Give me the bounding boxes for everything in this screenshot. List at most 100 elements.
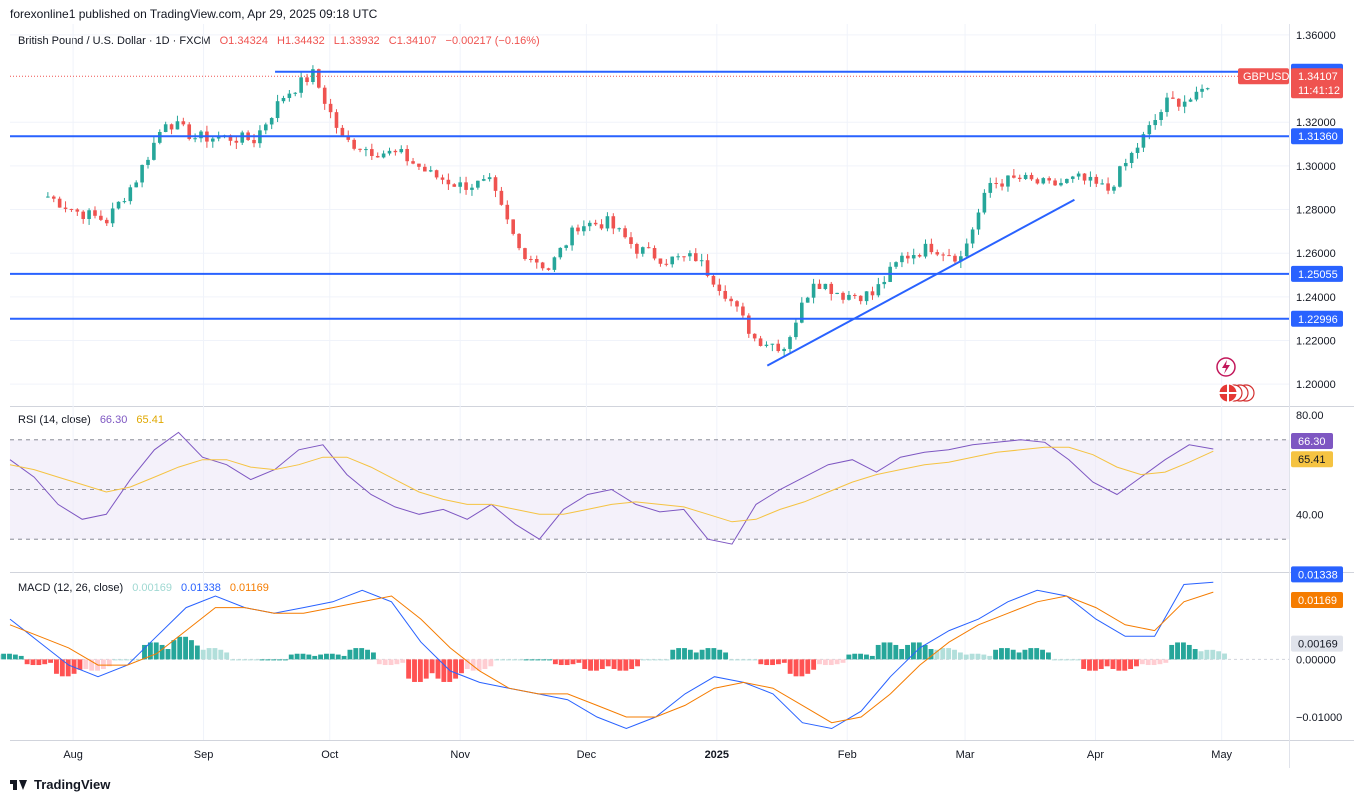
low-value: L1.33932 xyxy=(333,35,380,47)
candle-body xyxy=(434,170,439,178)
macd-histogram-bar xyxy=(740,659,746,661)
candle-body xyxy=(464,182,468,190)
macd-histogram-bar xyxy=(723,652,729,660)
macd-histogram-bar xyxy=(177,636,183,660)
candle-body xyxy=(629,237,633,245)
candle-body xyxy=(1188,99,1193,102)
candle-body xyxy=(917,255,922,257)
macd-histogram-bar xyxy=(459,659,464,674)
candle-body xyxy=(1017,177,1022,179)
candle-body xyxy=(1182,101,1187,107)
candle-body xyxy=(499,190,504,205)
symbol-title[interactable]: British Pound / U.S. Dollar · 1D · FXCM xyxy=(18,35,211,47)
last-price-tag xyxy=(1291,68,1343,99)
candle-body xyxy=(152,142,156,160)
candle-body xyxy=(770,343,775,345)
candle-body xyxy=(417,163,421,167)
macd-histogram-bar xyxy=(1175,642,1180,660)
macd-histogram-bar xyxy=(969,653,975,660)
macd-histogram-bar xyxy=(617,659,623,671)
macd-histogram-bar xyxy=(852,653,858,660)
candle-body xyxy=(193,138,197,140)
macd-histogram-bar xyxy=(676,648,682,660)
macd-histogram-bar xyxy=(153,642,159,660)
macd-histogram-bar xyxy=(711,648,717,660)
macd-histogram-bar xyxy=(729,659,734,661)
macd-histogram-bar xyxy=(136,659,142,661)
macd-histogram-bar xyxy=(922,644,928,660)
macd-line xyxy=(9,581,1214,730)
macd-histogram-bar xyxy=(928,649,934,660)
candle-body xyxy=(411,161,415,164)
candle-body xyxy=(688,253,692,257)
tradingview-footer[interactable]: TradingView xyxy=(10,777,110,792)
candle-body xyxy=(540,262,545,269)
time-tick-label: 2025 xyxy=(705,749,729,761)
candle-body xyxy=(393,150,398,153)
macd-histogram-bar xyxy=(253,659,259,661)
rsi-value: 66.30 xyxy=(99,414,128,426)
macd-hist-tag xyxy=(1291,635,1343,652)
candle-body xyxy=(841,292,845,300)
macd-histogram-bar xyxy=(1,653,7,660)
macd-histogram-bar xyxy=(505,659,511,661)
candle-body xyxy=(635,244,639,254)
macd-histogram-bar xyxy=(1104,659,1110,667)
candle-body xyxy=(69,208,74,210)
candle-body xyxy=(805,297,810,303)
macd-histogram-bar xyxy=(1192,649,1198,660)
macd-histogram-bar xyxy=(324,653,329,660)
macd-histogram-bar xyxy=(1098,659,1104,669)
candle-body xyxy=(1076,173,1081,177)
macd-histogram-bar xyxy=(12,654,18,660)
candle-body xyxy=(157,132,162,143)
macd-histogram-bar xyxy=(1151,659,1157,666)
candle-body xyxy=(717,284,722,291)
macd-histogram-bar xyxy=(1051,659,1057,661)
macd-value-tag xyxy=(1291,566,1343,583)
last-price-label: 1.34107 xyxy=(1298,71,1338,83)
macd-histogram-bar xyxy=(36,659,42,666)
macd-histogram-bar xyxy=(658,659,664,661)
level-price-label: 1.31360 xyxy=(1298,131,1338,143)
candle-body xyxy=(900,255,904,263)
publisher-header: forexonline1 published on TradingView.co… xyxy=(10,7,378,21)
macd-histogram-bar xyxy=(259,659,265,661)
candle-body xyxy=(794,322,798,338)
macd-label[interactable]: MACD (12, 26, close) xyxy=(18,582,124,594)
macd-histogram-bar xyxy=(1040,649,1045,660)
macd-histogram-bar xyxy=(646,659,652,661)
macd-histogram-bar xyxy=(734,659,740,661)
macd-value: 0.01338 xyxy=(181,582,221,594)
rsi-label[interactable]: RSI (14, close) xyxy=(18,414,91,426)
macd-tick-label: −0.01000 xyxy=(1296,712,1342,724)
macd-histogram-bar xyxy=(752,659,758,661)
rsi-ma-value-tag xyxy=(1291,451,1333,468)
candle-body xyxy=(1100,183,1104,185)
macd-histogram-bar xyxy=(318,654,324,660)
candle-body xyxy=(328,103,333,113)
candle-body xyxy=(493,177,498,191)
candle-body xyxy=(299,77,303,93)
price-tick-label: 1.24000 xyxy=(1296,292,1336,304)
candle-body xyxy=(523,248,527,259)
macd-histogram-bar xyxy=(910,642,916,660)
macd-histogram-bar xyxy=(54,659,59,674)
candle-body xyxy=(134,182,139,188)
candle-body xyxy=(104,219,109,224)
macd-histogram-bar xyxy=(1010,649,1016,660)
macd-histogram-bar xyxy=(347,649,353,660)
macd-histogram-bar xyxy=(417,659,423,682)
candle-body xyxy=(234,140,239,143)
candle-body xyxy=(1082,173,1087,181)
candle-body xyxy=(352,139,356,149)
macd-histogram-bar xyxy=(981,654,987,660)
macd-histogram-bar xyxy=(388,659,394,666)
candle-body xyxy=(764,344,769,346)
candle-body xyxy=(387,150,392,154)
macd-histogram-bar xyxy=(822,659,828,666)
macd-histogram-bar xyxy=(7,653,12,660)
candle-body xyxy=(870,291,875,296)
macd-histogram-bar xyxy=(640,659,646,661)
